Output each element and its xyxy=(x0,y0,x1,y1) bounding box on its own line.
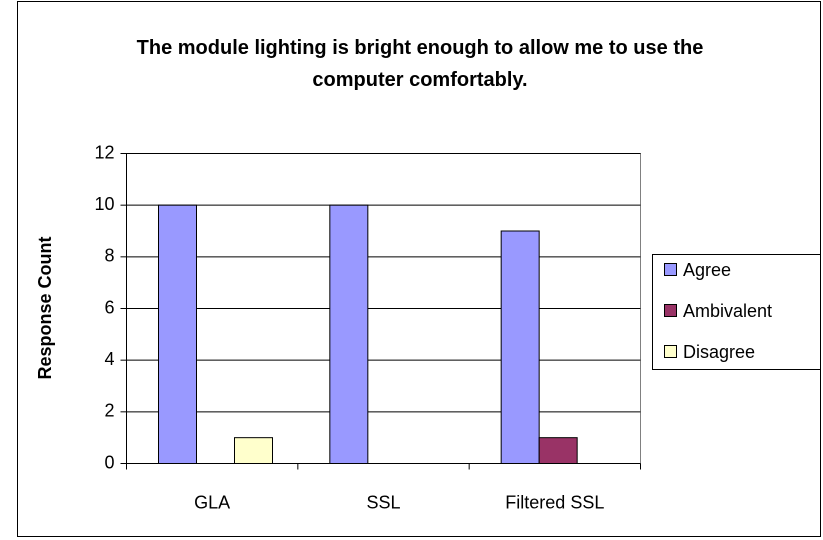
legend-label: Agree xyxy=(683,260,731,280)
bar xyxy=(158,204,197,465)
y-tick-label: 10 xyxy=(94,194,114,214)
legend-swatch xyxy=(664,304,677,317)
y-tick-label: 4 xyxy=(104,349,114,369)
y-tick-label: 6 xyxy=(104,297,114,317)
bar xyxy=(234,437,273,464)
x-tick-label: Filtered SSL xyxy=(505,492,604,512)
bar xyxy=(538,437,578,464)
y-tick-label: 12 xyxy=(94,142,114,162)
legend-label: Ambivalent xyxy=(683,301,772,321)
legend-label: Disagree xyxy=(683,342,755,362)
legend-swatch xyxy=(664,263,677,276)
legend-swatch xyxy=(664,345,677,358)
y-tick-label: 2 xyxy=(104,401,114,421)
bar xyxy=(329,204,369,465)
y-tick-label: 8 xyxy=(104,246,114,266)
chart-title: The module lighting is bright enough to … xyxy=(136,37,704,91)
x-tick-label: SSL xyxy=(366,492,400,512)
bar xyxy=(500,230,540,464)
x-tick-label: GLA xyxy=(194,492,230,512)
y-axis-label: Response Count xyxy=(35,236,55,379)
legend xyxy=(652,254,821,370)
y-tick-label: 0 xyxy=(104,452,114,472)
